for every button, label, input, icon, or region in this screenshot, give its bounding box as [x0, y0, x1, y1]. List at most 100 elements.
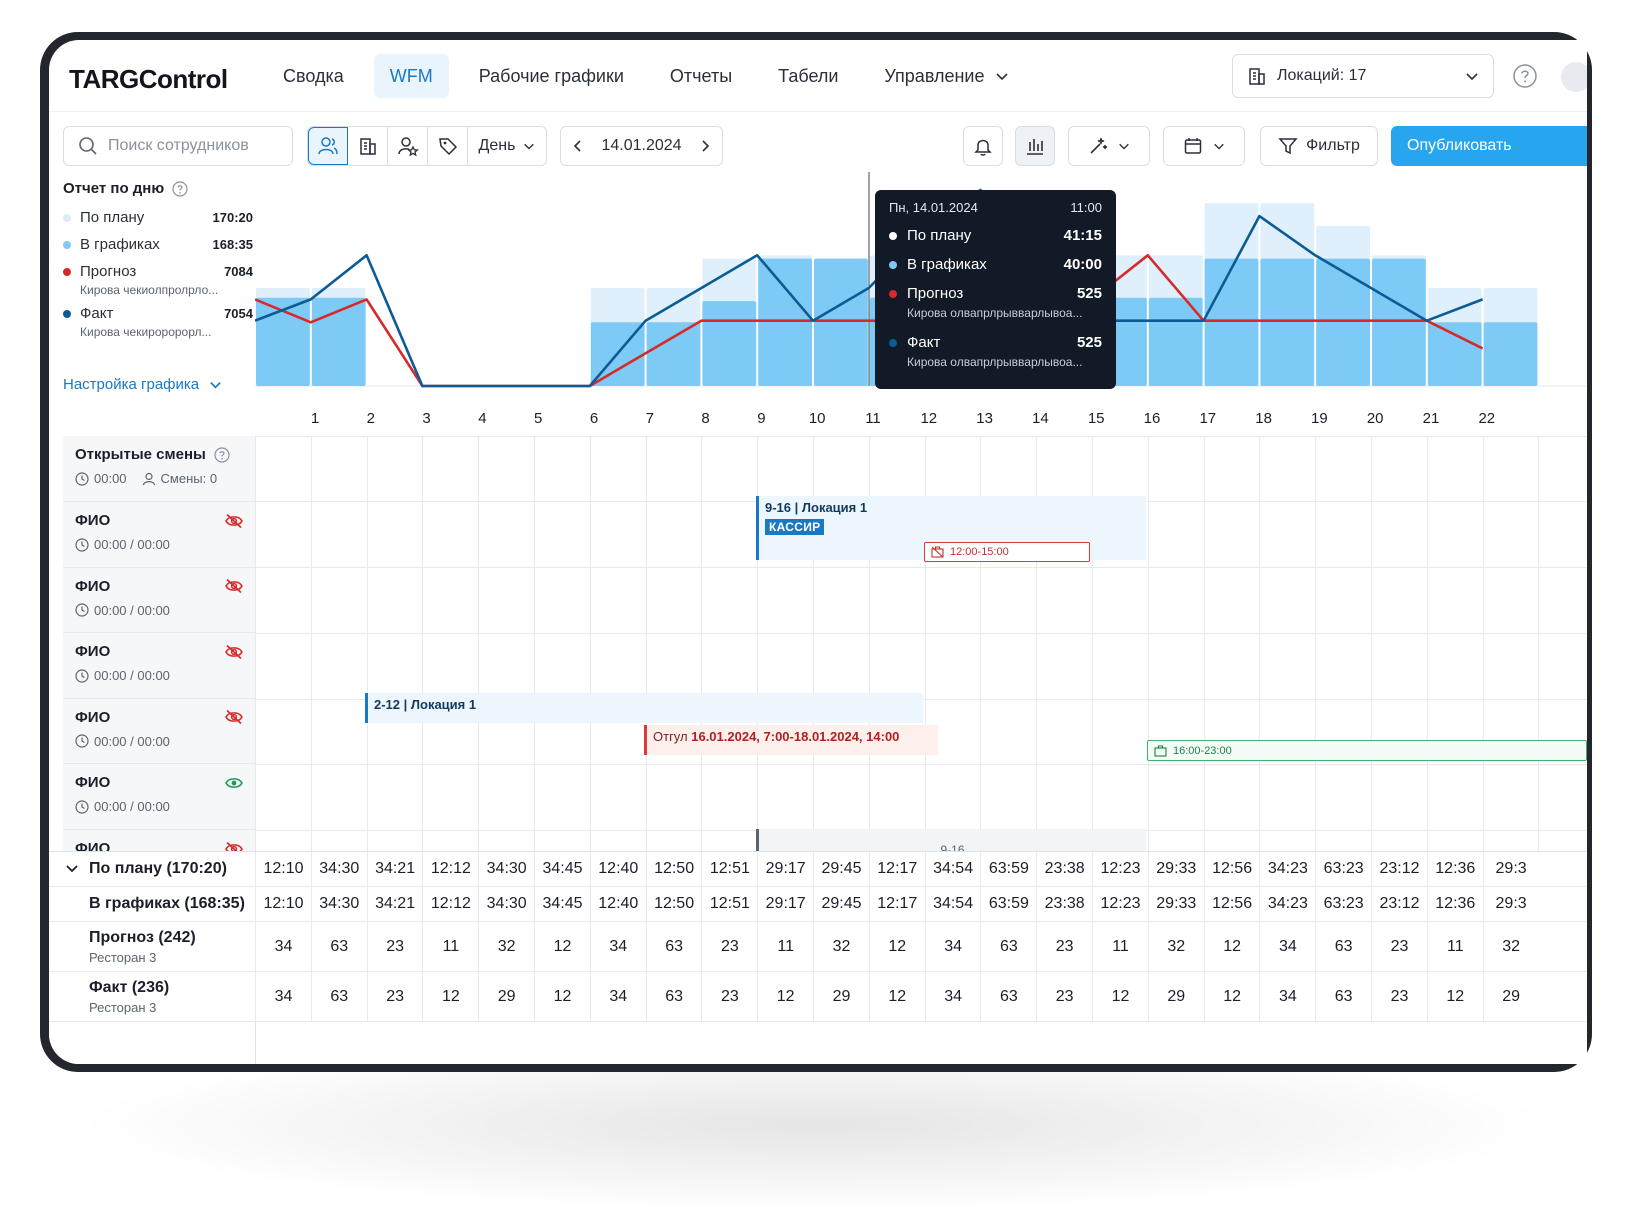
- bar-chart-icon: [1027, 139, 1043, 155]
- summary-cell: 12: [1092, 972, 1148, 1021]
- legend-item[interactable]: Прогноз 7084 Кирова чекиолпролрло...: [63, 263, 253, 297]
- summary-cell: 34: [1259, 972, 1315, 1021]
- shift-title: 2-12 | Локация 1: [374, 697, 477, 712]
- notifications-button[interactable]: [963, 126, 1003, 166]
- nav-item-schedules[interactable]: Рабочие графики: [478, 65, 624, 86]
- employee-row[interactable]: ФИО 00:00 / 00:00: [63, 566, 255, 632]
- period-select[interactable]: День: [468, 137, 546, 155]
- employee-hours-row: 00:00 / 00:00: [75, 603, 243, 618]
- summary-cell: 34: [1259, 922, 1315, 971]
- grid-row-line: [255, 764, 1587, 765]
- chevron-down-icon[interactable]: [65, 861, 79, 875]
- employee-name: ФИО: [75, 774, 111, 792]
- view-employees-button[interactable]: [308, 127, 348, 165]
- nav-item-timesheets[interactable]: Табели: [778, 65, 839, 86]
- open-shifts-meta: 00:00 Смены: 0: [75, 471, 243, 486]
- view-positions-button[interactable]: [388, 127, 428, 165]
- employee-search-input[interactable]: Поиск сотрудников: [63, 126, 293, 166]
- tooltip-label: Прогноз: [907, 285, 964, 302]
- legend-item[interactable]: По плану 170:20: [63, 209, 253, 226]
- publish-button[interactable]: Опубликовать: [1391, 126, 1587, 166]
- tooltip-row: Прогноз 525: [889, 285, 1102, 302]
- eye-off-icon[interactable]: [225, 513, 243, 529]
- time-off-block[interactable]: Отгул 16.01.2024, 7:00-18.01.2024, 14:00: [644, 725, 938, 755]
- employee-row[interactable]: ФИО 00:00 / 00:00: [63, 632, 255, 697]
- employee-row[interactable]: ФИО 00:00 / 00:00: [63, 697, 255, 763]
- nav-item-summary[interactable]: Сводка: [283, 65, 344, 86]
- eye-icon[interactable]: [225, 775, 243, 791]
- tooltip-item: Факт 525 Кирова олвапрлрывварлывоа...: [889, 334, 1102, 369]
- eye-off-icon[interactable]: [225, 578, 243, 594]
- time-off-dates: 16.01.2024, 7:00-18.01.2024, 14:00: [691, 729, 900, 744]
- summary-cell: 34:30: [310, 852, 367, 886]
- legend-location: Кирова чекиолпролрло...: [80, 283, 219, 297]
- summary-cell: 23: [701, 922, 757, 971]
- tooltip-time: 11:00: [1070, 200, 1102, 215]
- legend-item[interactable]: В графиках 168:35: [63, 236, 253, 253]
- break-block[interactable]: 12:00-15:00: [924, 542, 1090, 562]
- tooltip-label: В графиках: [907, 256, 987, 273]
- open-shifts-row[interactable]: Открытые смены 00:00 Смены: 0: [63, 436, 255, 500]
- locations-select[interactable]: Локаций: 17: [1232, 54, 1494, 98]
- summary-cell: 34: [255, 972, 311, 1021]
- summary-cell: 63: [980, 922, 1036, 971]
- summary-cell: 23: [1371, 922, 1427, 971]
- nav-item-management[interactable]: Управление: [868, 54, 1024, 98]
- employee-row[interactable]: ФИО 00:00 / 00:00: [63, 763, 255, 828]
- employee-hours-row: 00:00 / 00:00: [75, 537, 243, 552]
- employee-row[interactable]: ФИО: [63, 829, 255, 852]
- shift-block[interactable]: 2-12 | Локация 1: [365, 693, 923, 723]
- shift-block[interactable]: 9-16: [756, 829, 1146, 852]
- employee-name: ФИО: [75, 512, 111, 529]
- calendar-button[interactable]: [1163, 126, 1245, 166]
- grid-column-line: [645, 436, 647, 852]
- employee-row[interactable]: ФИО 00:00 / 00:00: [63, 501, 255, 566]
- eye-off-icon[interactable]: [225, 709, 243, 725]
- view-tags-button[interactable]: [428, 127, 468, 165]
- grid-column-line: [366, 436, 368, 852]
- user-avatar[interactable]: [1561, 62, 1587, 92]
- employee-name: ФИО: [75, 840, 111, 852]
- summary-row-label[interactable]: По плану (170:20): [63, 852, 227, 886]
- tooltip-dot: [889, 231, 897, 240]
- chart-toggle-button[interactable]: [1015, 126, 1055, 166]
- legend-row: В графиках 168:35: [63, 236, 253, 253]
- legend-label: В графиках: [80, 236, 160, 253]
- period-select-label: День: [478, 137, 516, 154]
- chart-settings-toggle[interactable]: Настройка графика: [63, 376, 222, 393]
- auto-schedule-button[interactable]: [1068, 126, 1150, 166]
- scheduled-bar: [1483, 322, 1538, 386]
- legend-location: Кирова чекироророрл...: [80, 325, 212, 339]
- summary-cell: 23: [1036, 972, 1092, 1021]
- summary-cell: 34:30: [478, 887, 534, 921]
- day-number: 1: [310, 410, 320, 427]
- employee-hours: 00:00 / 00:00: [94, 733, 170, 749]
- summary-cell: 34:21: [366, 887, 423, 921]
- filter-button[interactable]: Фильтр: [1260, 126, 1378, 166]
- tooltip-value: 525: [1076, 285, 1102, 302]
- view-locations-button[interactable]: [348, 127, 388, 165]
- legend-dot: [63, 309, 71, 318]
- help-icon[interactable]: [214, 446, 230, 463]
- clock-icon: [75, 603, 89, 617]
- eye-off-icon[interactable]: [225, 644, 243, 660]
- open-shift-block[interactable]: 16:00-23:00: [1147, 740, 1587, 761]
- nav-item-wfm[interactable]: WFM: [373, 54, 449, 98]
- summary-row-title: По плану (170:20): [89, 860, 227, 877]
- legend-item[interactable]: Факт 7054 Кирова чекироророрл...: [63, 305, 253, 339]
- nav-item-reports[interactable]: Отчеты: [669, 65, 733, 86]
- chevron-left-icon[interactable]: [571, 139, 585, 153]
- current-date[interactable]: 14.01.2024: [601, 137, 682, 154]
- summary-cell: 12: [868, 972, 925, 1021]
- break-icon: [931, 546, 944, 558]
- day-number-header: 1 2 3 4 5 6 7 8 9 10 11 12 13 14 15 16 17 18 19 20 21 22: [255, 392, 1587, 436]
- chevron-right-icon[interactable]: [698, 139, 712, 153]
- day-number: 5: [534, 410, 543, 427]
- chevron-down-icon: [995, 73, 1008, 81]
- summary-cell: 63: [645, 972, 702, 1021]
- help-icon[interactable]: [172, 180, 188, 197]
- help-icon[interactable]: [1512, 63, 1538, 89]
- day-number: 11: [865, 410, 881, 427]
- nav-item-management-label: Управление: [884, 65, 985, 86]
- summary-cell: 29:45: [813, 887, 869, 921]
